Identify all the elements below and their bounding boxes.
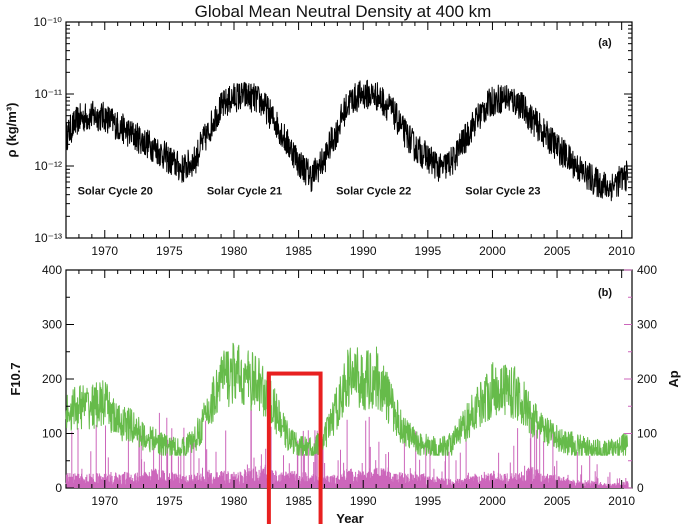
panel-a-xtick-label: 1970 [91, 244, 118, 258]
f107-series-line [65, 342, 629, 456]
solar-cycle-label: Solar Cycle 20 [78, 186, 153, 198]
panel-a-xtick-label: 1985 [285, 244, 312, 258]
panel-b-ytick-right-label: 300 [637, 318, 657, 332]
panel-a-label: (a) [598, 37, 612, 49]
panel-b-ylabel-right: Ap [666, 370, 681, 387]
panel-a-xtick-label: 1995 [414, 244, 441, 258]
solar-cycle-label: Solar Cycle 21 [207, 186, 282, 198]
panel-b-ytick-right-label: 100 [637, 427, 657, 441]
panel-b-xtick-label: 1990 [350, 494, 377, 508]
panel-b-label: (b) [598, 287, 612, 299]
panel-b-xtick-label: 2005 [544, 494, 571, 508]
panel-b-xtick-label: 1985 [285, 494, 312, 508]
panel-b-ylabel: F10.7 [8, 362, 23, 395]
solar-cycle-label: Solar Cycle 22 [336, 186, 411, 198]
panel-a-xtick-label: 1980 [221, 244, 248, 258]
solar-cycle-label: Solar Cycle 23 [465, 186, 540, 198]
panel-b-xtick-label: 1980 [221, 494, 248, 508]
panel-b-xtick-label: 1970 [91, 494, 118, 508]
panel-a-ytick-label: 10⁻¹² [34, 159, 62, 173]
panel-a-xtick-label: 2000 [479, 244, 506, 258]
panel-b-ytick-label: 0 [55, 481, 62, 495]
panel-a-ytick-label: 10⁻¹¹ [34, 87, 62, 101]
density-series-line [65, 79, 629, 202]
panel-b-xtick-label: 1995 [414, 494, 441, 508]
panel-a-xtick-label: 2005 [544, 244, 571, 258]
panel-a-xtick-label: 1975 [156, 244, 183, 258]
panel-b-xtick-label: 1975 [156, 494, 183, 508]
panel-a-ylabel: ρ (kg/m³) [4, 103, 19, 158]
highlight-box [266, 371, 323, 524]
panel-a-xtick-label: 2010 [608, 244, 635, 258]
panel-b-xlabel: Year [336, 511, 363, 524]
panel-b-ytick-right-label: 400 [637, 263, 657, 277]
panel-b-ytick-label: 300 [42, 318, 62, 332]
panel-b-ytick-label: 100 [42, 427, 62, 441]
chart-title: Global Mean Neutral Density at 400 km [195, 2, 492, 21]
panel-b-xtick-label: 2000 [479, 494, 506, 508]
panel-b-ytick-right-label: 0 [637, 481, 644, 495]
panel-a-ytick-label: 10⁻¹⁰ [34, 15, 63, 29]
panel-b-xtick-label: 2010 [608, 494, 635, 508]
panel-a-ytick-label: 10⁻¹³ [34, 231, 62, 245]
panel-a-xtick-label: 1990 [350, 244, 377, 258]
panel-b-ytick-label: 400 [42, 263, 62, 277]
panel-b-ytick-label: 200 [42, 372, 62, 386]
panel-b-ytick-right-label: 200 [637, 372, 657, 386]
